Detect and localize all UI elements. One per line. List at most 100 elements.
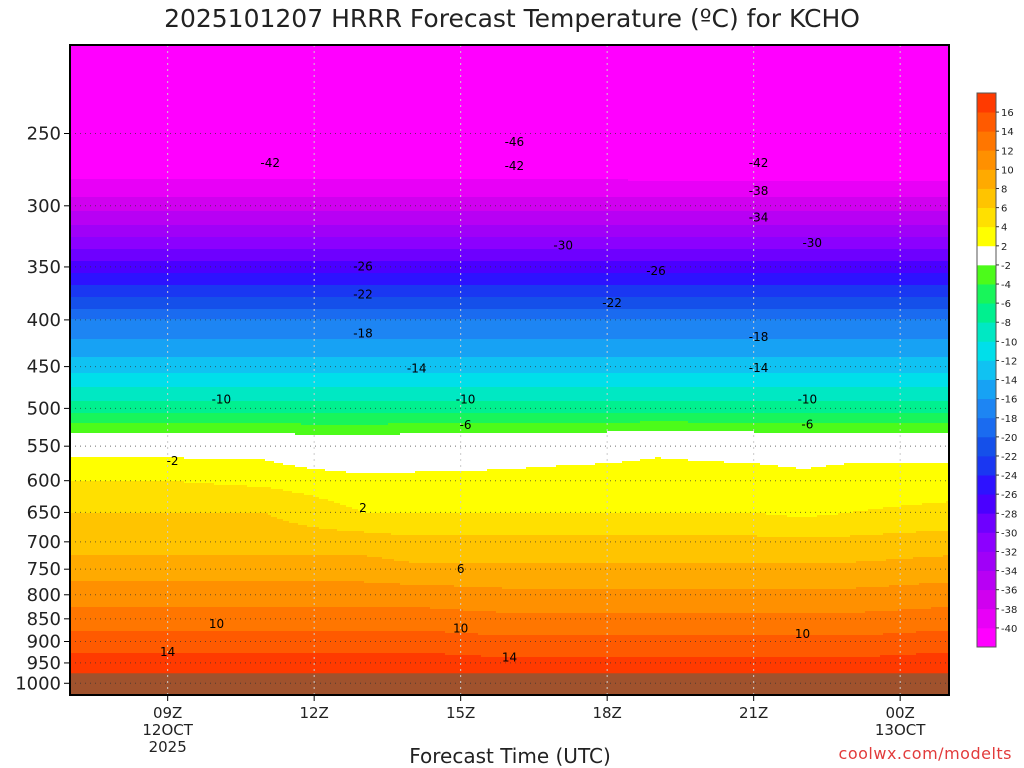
heat-cell — [433, 563, 437, 586]
heat-cell — [367, 285, 371, 298]
heat-cell — [550, 589, 554, 614]
heat-cell — [100, 373, 104, 388]
heat-cell — [577, 401, 581, 414]
heat-cell — [349, 249, 353, 262]
heat-cell — [355, 249, 359, 262]
heat-cell — [136, 373, 140, 388]
heat-cell — [175, 197, 179, 212]
heat-cell — [265, 225, 269, 238]
heat-cell — [295, 297, 299, 310]
heat-cell — [73, 249, 77, 262]
heat-cell — [244, 555, 248, 582]
heat-cell — [556, 237, 560, 250]
heat-cell — [286, 309, 290, 320]
heat-cell — [547, 635, 551, 658]
heat-cell — [178, 237, 182, 250]
heat-cell — [85, 249, 89, 262]
heat-cell — [583, 423, 587, 434]
heat-cell — [463, 633, 467, 656]
heat-cell — [262, 555, 266, 582]
heat-cell — [205, 261, 209, 274]
heat-cell — [154, 631, 158, 654]
heat-cell — [169, 225, 173, 238]
heat-cell — [175, 179, 179, 198]
heat-cell — [211, 339, 215, 358]
heat-cell — [529, 45, 533, 180]
heat-cell — [142, 261, 146, 274]
heat-cell — [127, 197, 131, 212]
heat-cell — [319, 499, 323, 530]
heat-cell — [358, 319, 362, 340]
heat-cell — [427, 607, 431, 632]
heat-cell — [103, 285, 107, 298]
heat-cell — [568, 535, 572, 564]
heat-cell — [430, 197, 434, 212]
heat-cell — [106, 319, 110, 340]
heat-cell — [172, 249, 176, 262]
heat-cell — [331, 297, 335, 310]
heat-cell — [175, 413, 179, 424]
heat-cell — [220, 273, 224, 286]
heat-cell — [103, 237, 107, 250]
heat-cell — [397, 237, 401, 250]
heat-cell — [343, 319, 347, 340]
heat-cell — [145, 237, 149, 250]
heat-cell — [208, 401, 212, 414]
heat-cell — [421, 339, 425, 358]
heat-cell — [343, 309, 347, 320]
heat-cell — [523, 589, 527, 614]
heat-cell — [400, 297, 404, 310]
heat-cell — [103, 249, 107, 262]
heat-cell — [511, 249, 515, 262]
heat-cell — [265, 423, 269, 434]
heat-cell — [178, 211, 182, 226]
heat-cell — [268, 319, 272, 340]
heat-cell — [268, 487, 272, 516]
heat-cell — [457, 237, 461, 250]
heat-cell — [574, 613, 578, 636]
heat-cell — [307, 339, 311, 358]
heat-cell — [448, 387, 452, 402]
heat-cell — [583, 357, 587, 374]
heat-cell — [448, 339, 452, 358]
heat-cell — [316, 527, 320, 556]
heat-cell — [346, 319, 350, 340]
heat-cell — [85, 179, 89, 198]
heat-cell — [193, 423, 197, 434]
heat-cell — [97, 261, 101, 274]
heat-cell — [349, 473, 353, 508]
heat-cell — [457, 309, 461, 320]
heat-cell — [148, 179, 152, 198]
heat-cell — [76, 413, 80, 424]
heat-cell — [136, 357, 140, 374]
heat-cell — [184, 357, 188, 374]
heat-cell — [403, 561, 407, 586]
heat-cell — [517, 211, 521, 226]
heat-cell — [70, 249, 74, 262]
heat-cell — [220, 357, 224, 374]
heat-cell — [583, 413, 587, 424]
heat-cell — [139, 481, 143, 514]
heat-cell — [529, 249, 533, 262]
heat-cell — [127, 357, 131, 374]
heat-cell — [253, 607, 257, 632]
heat-cell — [163, 261, 167, 274]
heat-cell — [184, 197, 188, 212]
heat-cell — [292, 465, 296, 494]
heat-cell — [409, 273, 413, 286]
heat-cell — [226, 513, 230, 556]
heat-cell — [430, 387, 434, 402]
heat-cell — [529, 237, 533, 250]
heat-cell — [454, 197, 458, 212]
heat-cell — [499, 339, 503, 358]
heat-cell — [349, 631, 353, 654]
heat-cell — [403, 319, 407, 340]
heat-cell — [175, 261, 179, 274]
heat-cell — [307, 581, 311, 608]
heat-cell — [352, 319, 356, 340]
heat-cell — [211, 459, 215, 484]
heat-cell — [181, 197, 185, 212]
heat-cell — [172, 319, 176, 340]
heat-cell — [466, 197, 470, 212]
heat-cell — [409, 339, 413, 358]
